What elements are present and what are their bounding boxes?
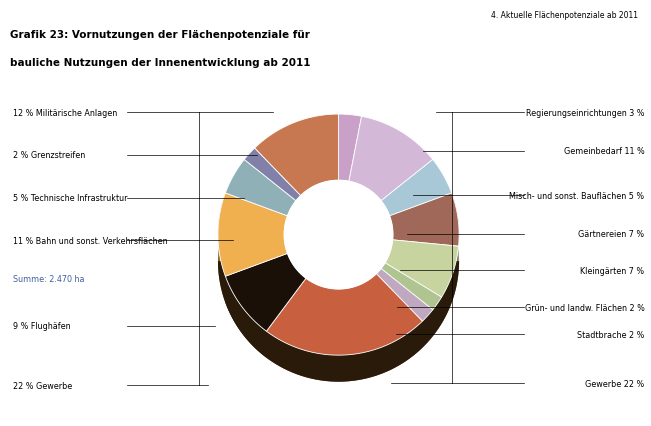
Text: Kleingärten 7 %: Kleingärten 7 % <box>580 266 644 275</box>
Text: 22 % Gewerbe: 22 % Gewerbe <box>13 381 72 390</box>
Polygon shape <box>385 240 458 297</box>
Polygon shape <box>288 254 306 305</box>
Polygon shape <box>244 149 301 201</box>
Polygon shape <box>452 193 459 273</box>
Text: Gewerbe 22 %: Gewerbe 22 % <box>585 379 644 388</box>
Polygon shape <box>306 274 376 316</box>
Text: 11 % Bahn und sonst. Verkehrsflächen: 11 % Bahn und sonst. Verkehrsflächen <box>13 236 168 245</box>
Polygon shape <box>218 193 225 303</box>
Polygon shape <box>218 193 288 276</box>
Polygon shape <box>225 160 296 216</box>
Polygon shape <box>266 322 422 382</box>
Polygon shape <box>376 269 433 322</box>
Text: Stadtbrache 2 %: Stadtbrache 2 % <box>577 330 644 339</box>
Text: Summe: 2.470 ha: Summe: 2.470 ha <box>13 274 85 284</box>
Polygon shape <box>339 115 361 182</box>
Polygon shape <box>225 254 306 331</box>
Text: 2 % Grenzstreifen: 2 % Grenzstreifen <box>13 151 85 160</box>
Text: bauliche Nutzungen der Innenentwicklung ab 2011: bauliche Nutzungen der Innenentwicklung … <box>10 58 311 67</box>
Polygon shape <box>218 262 459 382</box>
Text: 12 % Militärische Anlagen: 12 % Militärische Anlagen <box>13 108 117 118</box>
Text: Grün- und landw. Flächen 2 %: Grün- und landw. Flächen 2 % <box>525 303 644 312</box>
Polygon shape <box>389 216 393 267</box>
Polygon shape <box>284 181 393 289</box>
Polygon shape <box>266 274 422 355</box>
Polygon shape <box>441 247 458 324</box>
Polygon shape <box>422 310 433 348</box>
Text: Misch- und sonst. Bauflächen 5 %: Misch- und sonst. Bauflächen 5 % <box>509 191 644 201</box>
Polygon shape <box>389 193 459 247</box>
Polygon shape <box>385 240 393 290</box>
Polygon shape <box>255 115 339 196</box>
Text: 9 % Flughäfen: 9 % Flughäfen <box>13 321 71 331</box>
Polygon shape <box>349 117 433 201</box>
Polygon shape <box>381 160 452 216</box>
Text: Grafik 23: Vornutzungen der Flächenpotenziale für: Grafik 23: Vornutzungen der Flächenpoten… <box>10 30 310 40</box>
Text: Regierungseinrichtungen 3 %: Regierungseinrichtungen 3 % <box>526 108 644 118</box>
Text: 5 % Technische Infrastruktur: 5 % Technische Infrastruktur <box>13 193 128 203</box>
Text: 4. Aktuelle Flächenpotenziale ab 2011: 4. Aktuelle Flächenpotenziale ab 2011 <box>491 11 638 20</box>
Text: Gemeinbedarf 11 %: Gemeinbedarf 11 % <box>564 147 644 156</box>
Polygon shape <box>376 269 381 300</box>
Polygon shape <box>433 297 441 337</box>
Polygon shape <box>225 276 266 358</box>
Polygon shape <box>381 263 441 310</box>
Polygon shape <box>381 263 385 295</box>
Text: Gärtnereien 7 %: Gärtnereien 7 % <box>578 230 644 239</box>
Polygon shape <box>284 216 288 280</box>
